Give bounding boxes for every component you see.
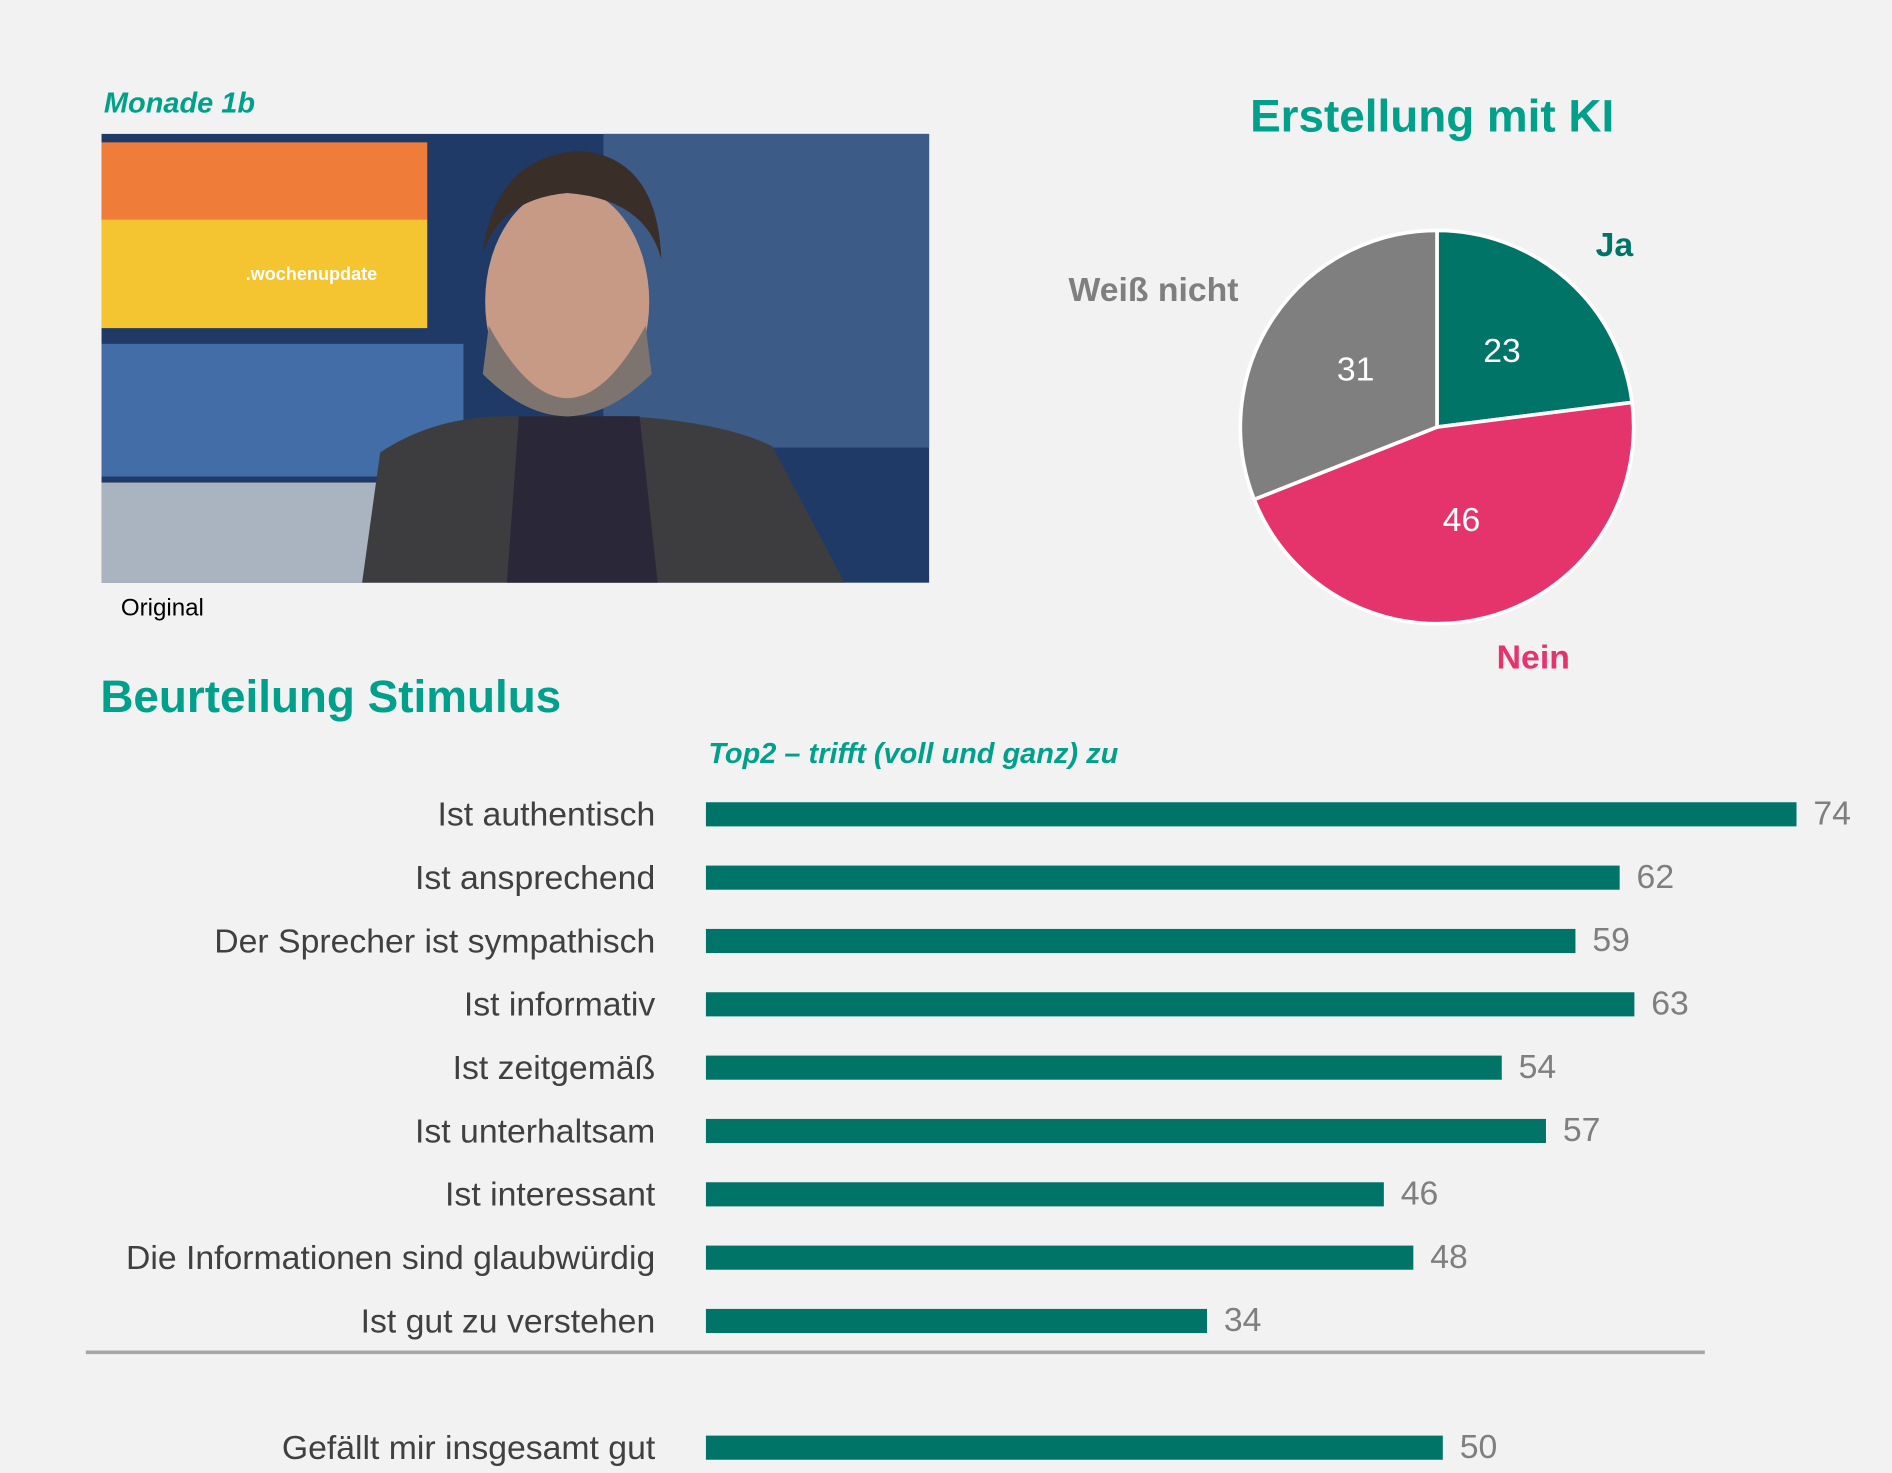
- pie-slice: [1238, 228, 1439, 502]
- value-label: 54: [1519, 1048, 1557, 1086]
- category-label: Ist unterhaltsam: [415, 1112, 655, 1150]
- photo-text: .wochenupdate: [246, 264, 378, 284]
- pie-title: Erstellung mit KI: [1250, 91, 1614, 142]
- bar: [705, 1118, 1546, 1144]
- bar-title: Beurteilung Stimulus: [100, 671, 561, 722]
- pie-slice: [1435, 228, 1635, 430]
- slice-value: 46: [1443, 501, 1481, 539]
- category-label: Ist ansprechend: [415, 859, 655, 897]
- category-label: Der Sprecher ist sympathisch: [214, 922, 655, 960]
- bar: [705, 1182, 1384, 1207]
- bar: [705, 1245, 1414, 1270]
- bar-subtitle: Top2 – trifft (voll und ganz) zu: [708, 738, 1118, 770]
- pie-slice: [1251, 400, 1636, 626]
- slice-label: Ja: [1596, 226, 1634, 264]
- bar: [705, 865, 1620, 890]
- bar: [705, 992, 1635, 1017]
- slice-value: 23: [1483, 332, 1521, 370]
- bar: [705, 928, 1576, 954]
- category-label: Gefällt mir insgesamt gut: [282, 1429, 656, 1467]
- slice-value: 31: [1337, 351, 1375, 389]
- bar: [705, 802, 1797, 827]
- value-label: 34: [1224, 1301, 1262, 1339]
- bar: [705, 1435, 1443, 1460]
- value-label: 62: [1637, 858, 1675, 896]
- category-label: Ist authentisch: [438, 796, 656, 834]
- category-label: Die Informationen sind glaubwürdig: [126, 1239, 655, 1277]
- photo-desk: [101, 482, 416, 583]
- photo: .wochenupdate: [101, 133, 930, 583]
- category-label: Ist informativ: [464, 986, 655, 1024]
- slice-label: Weiß nicht: [1068, 271, 1238, 309]
- photo-shirt: [506, 416, 658, 583]
- photo-face: [485, 186, 650, 417]
- photo-beard: [482, 325, 652, 417]
- value-label: 48: [1430, 1238, 1468, 1276]
- category-label: Ist gut zu verstehen: [361, 1302, 656, 1340]
- value-label: 74: [1813, 794, 1851, 832]
- category-label: Ist interessant: [445, 1176, 656, 1214]
- value-label: 63: [1651, 984, 1689, 1022]
- photo-hair: [482, 150, 662, 260]
- slice-label: Nein: [1497, 638, 1570, 676]
- bar: [705, 1055, 1502, 1080]
- bar: [705, 1308, 1208, 1334]
- photo-screen-top: [101, 142, 428, 220]
- photo-city: [603, 133, 930, 448]
- photo-screen-bottom: [101, 219, 428, 329]
- category-label: Ist zeitgemäß: [453, 1049, 656, 1087]
- value-label: 50: [1460, 1428, 1498, 1466]
- value-label: 46: [1401, 1174, 1439, 1212]
- monade-label: Monade 1b: [104, 88, 255, 120]
- value-label: 59: [1592, 921, 1630, 959]
- value-label: 57: [1563, 1111, 1601, 1149]
- image-caption: Original: [121, 595, 204, 622]
